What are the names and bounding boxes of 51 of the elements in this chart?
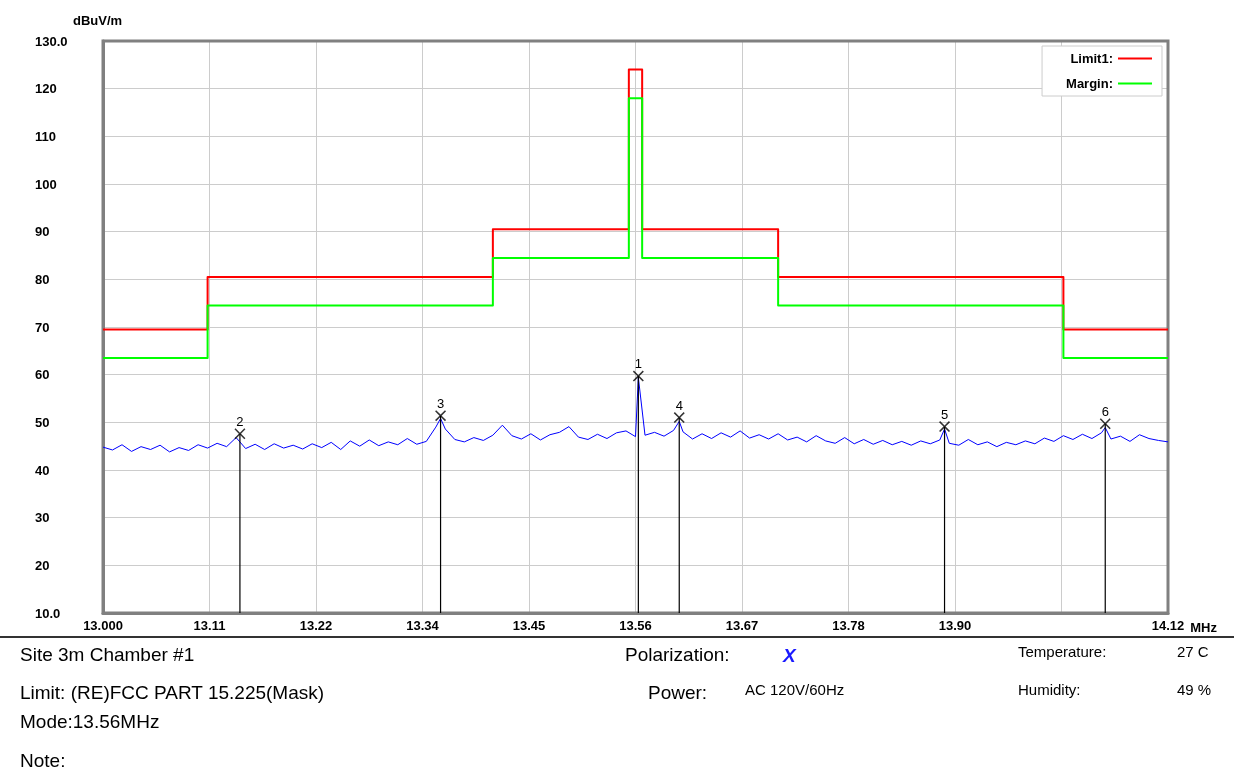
x-tick-label: 13.67	[725, 618, 759, 633]
annotation: 6	[1101, 403, 1109, 419]
point	[632, 370, 644, 382]
x-tick-label: 13.78	[832, 618, 865, 633]
text: 49 %	[1177, 680, 1212, 699]
text: Note:	[20, 749, 66, 769]
x-tick-label: 14.12	[1151, 618, 1185, 633]
y-tick-label: 70	[35, 319, 50, 335]
y-tick-label: 20	[35, 557, 50, 573]
point	[673, 412, 685, 424]
y-tick-label: 80	[35, 271, 50, 287]
y-tick-label: 90	[35, 224, 50, 240]
y-tick-label: 110	[35, 128, 56, 144]
point	[1099, 418, 1111, 430]
y-tick-label: 130.0	[35, 33, 68, 49]
text: Mode:13.56MHz	[20, 710, 160, 733]
x-tick-label: 13.34	[406, 618, 440, 633]
text: Humidity:	[1018, 680, 1081, 699]
annotation: 4	[675, 397, 683, 413]
text: 27 C	[1177, 642, 1209, 661]
x-tick-label: 13.11	[193, 618, 226, 633]
annotation: 5	[940, 406, 949, 422]
x-tick-label: 13.56	[619, 618, 652, 633]
text: Site 3m Chamber #1	[20, 643, 195, 666]
text: Temperature:	[1018, 642, 1107, 661]
annotation: 1	[634, 356, 642, 372]
x-tick-label: 13.22	[299, 618, 333, 633]
y-tick-label: 120	[35, 81, 57, 97]
y-tick-label: 30	[35, 510, 50, 526]
y-tick-label: 40	[35, 462, 50, 478]
x-tick-label: 13.000	[83, 618, 123, 633]
text: Limit: (RE)FCC PART 15.225(Mask)	[20, 681, 325, 704]
y-axis-title: dBuV/m	[73, 13, 123, 28]
text: AC 120V/60Hz	[745, 680, 845, 699]
y-tick-label: 100	[35, 176, 57, 192]
y-tick-label: 50	[35, 414, 50, 430]
annotation: 3	[436, 395, 445, 411]
point	[435, 410, 447, 422]
y-tick-label: 60	[35, 367, 50, 383]
legend-label: Limit1:	[1070, 51, 1113, 66]
text: Polarization:	[625, 643, 730, 666]
x-tick-label: 13.90	[938, 618, 972, 633]
point	[234, 428, 246, 440]
annotation: 2	[236, 413, 244, 429]
point	[939, 421, 951, 433]
x-axis-title: MHz	[1190, 620, 1218, 635]
y-tick-label: 10.0	[35, 605, 61, 621]
x-tick-label: 13.45	[512, 618, 546, 633]
legend-label: Margin:	[1066, 76, 1113, 91]
text: X	[783, 644, 796, 667]
text: Power:	[648, 681, 708, 704]
